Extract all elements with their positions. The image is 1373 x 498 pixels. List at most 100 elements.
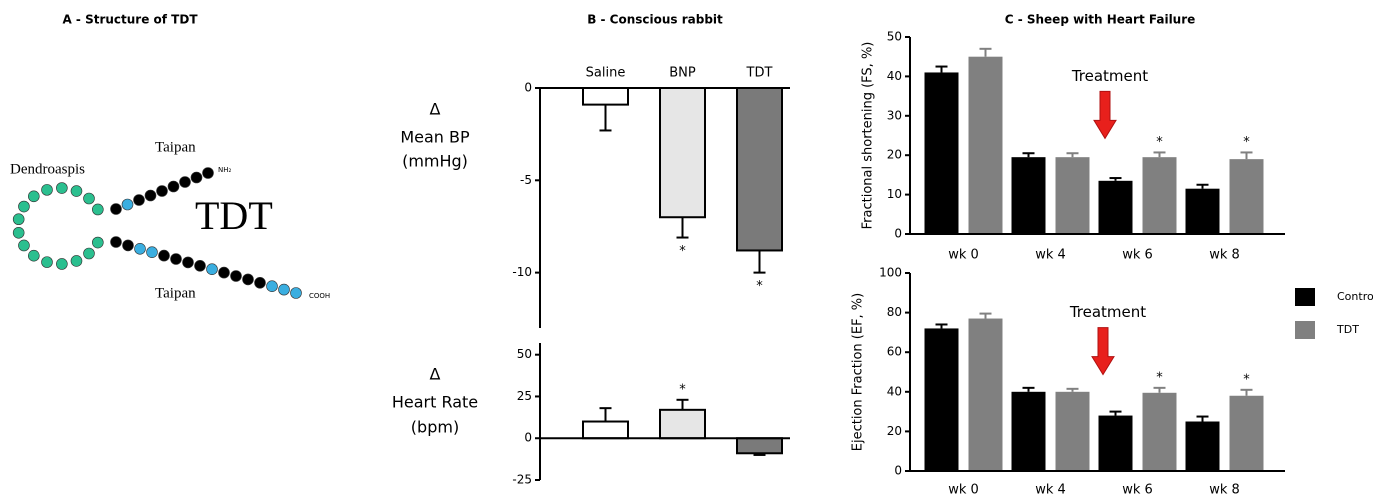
error-bar [753, 453, 766, 456]
bead [146, 246, 158, 258]
label: Taipan [155, 285, 196, 301]
y-axis-label: Ejection Fraction (EF, %) [851, 293, 866, 451]
label: Taipan [155, 139, 196, 155]
significance-label: * [679, 244, 686, 259]
significance-label: * [1243, 372, 1250, 387]
bead [133, 194, 145, 206]
bar [1055, 157, 1090, 234]
error-bar [599, 407, 612, 422]
bead [18, 239, 30, 252]
bead [110, 203, 122, 215]
error-bar [935, 65, 948, 73]
bar [1229, 395, 1264, 471]
x-tick-label: wk 0 [948, 248, 979, 263]
significance-label: * [756, 279, 763, 294]
y-axis-label: Δ [430, 100, 441, 119]
annotation: Treatment [1071, 67, 1148, 85]
error-bar [1153, 386, 1166, 393]
bead [242, 273, 254, 286]
bar [1011, 157, 1046, 234]
label: NH₂ [218, 166, 232, 174]
panel-title: A - Structure of TDT [62, 13, 198, 27]
bead [167, 180, 180, 193]
error-bar [1240, 388, 1253, 396]
y-tick-label: 0 [524, 81, 532, 95]
x-tick-label: TDT [746, 66, 773, 81]
y-tick-label: 40 [887, 384, 902, 398]
bead [83, 192, 95, 205]
y-tick-label: 20 [887, 148, 902, 162]
bead [190, 171, 203, 184]
bead [156, 185, 168, 197]
annotation: Treatment [1069, 303, 1146, 321]
error-bar [1109, 410, 1122, 416]
bead [70, 185, 83, 197]
chart-title: C - Sheep with Heart Failure [1005, 13, 1196, 27]
y-axis-label: Mean BP [400, 128, 470, 147]
error-bar [1022, 386, 1035, 392]
bead [18, 200, 30, 213]
bead [41, 184, 53, 196]
bead [121, 198, 134, 211]
y-tick-label: 50 [887, 30, 902, 44]
bead [290, 287, 302, 299]
label: COOH [309, 292, 330, 300]
y-axis-label: Fractional shortening (FS, %) [861, 42, 876, 230]
bead [218, 266, 230, 279]
bar [659, 408, 706, 440]
x-tick-label: wk 4 [1035, 483, 1066, 498]
bar [924, 72, 959, 235]
significance-label: * [1156, 370, 1163, 385]
y-tick-label: 80 [887, 305, 902, 319]
bead [41, 256, 53, 268]
bar [582, 87, 629, 106]
x-tick-label: wk 0 [948, 483, 979, 498]
bead [254, 276, 266, 289]
x-tick-label: wk 6 [1122, 483, 1153, 498]
bar [1011, 391, 1046, 471]
error-bar [676, 217, 689, 239]
error-bar [979, 312, 992, 319]
bead [70, 255, 83, 267]
bead [206, 263, 218, 276]
y-tick-label: 40 [887, 69, 902, 83]
y-tick-label: 25 [517, 389, 532, 403]
bead [266, 280, 278, 293]
bead [278, 283, 290, 296]
bead [28, 249, 40, 262]
error-bar [753, 250, 766, 274]
y-tick-label: 50 [517, 347, 532, 361]
y-axis-label: Δ [430, 365, 441, 384]
bar [659, 87, 706, 219]
bar [736, 87, 783, 252]
y-axis-label: Heart Rate [392, 393, 478, 412]
bar [582, 420, 629, 440]
error-bar [1196, 415, 1209, 422]
label: TDT [195, 193, 273, 238]
bar [1185, 421, 1220, 471]
bead [134, 243, 146, 255]
x-tick-label: BNP [669, 66, 696, 81]
bead [28, 190, 40, 203]
y-axis-label: (bpm) [411, 418, 459, 437]
error-bar [979, 47, 992, 57]
error-bar [1196, 183, 1209, 189]
bead [179, 176, 191, 188]
bead [83, 247, 95, 260]
bead [92, 203, 104, 216]
y-tick-label: 60 [887, 345, 902, 359]
x-tick-label: Saline [586, 66, 626, 81]
error-bar [599, 104, 612, 132]
y-tick-label: 0 [894, 464, 902, 478]
legend-swatch [1295, 321, 1315, 339]
bead [202, 167, 214, 179]
y-tick-label: 30 [887, 108, 902, 122]
bar [1098, 180, 1133, 234]
bead [12, 213, 25, 226]
bar [736, 437, 783, 455]
error-bar [1066, 152, 1079, 158]
error-bar [1022, 152, 1035, 158]
bead [158, 249, 170, 262]
label: Dendroaspis [10, 161, 85, 177]
